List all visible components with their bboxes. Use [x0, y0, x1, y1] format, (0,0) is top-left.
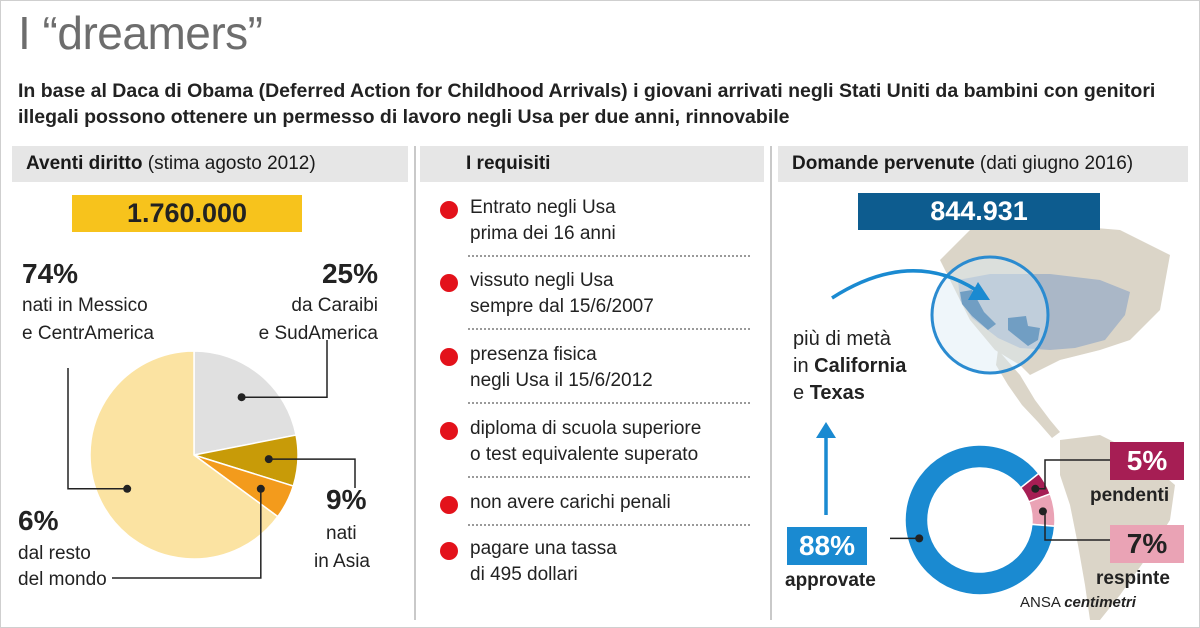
requirement-line1: Entrato negli Usa [470, 197, 616, 218]
pie-leader-line [67, 368, 128, 490]
requirement-separator [468, 328, 750, 330]
pie-label-mexico-line1: nati in Messico [22, 295, 148, 316]
map-note: più di metà in California e Texas [793, 326, 906, 407]
section-head-eligible: Aventi diritto (stima agosto 2012) [12, 146, 408, 182]
pie-label-carib-line1: da Caraibi [291, 295, 378, 316]
texas-shape [1008, 316, 1040, 346]
pie-leader-dot [264, 455, 273, 464]
requirement-text: vissuto negli Usa sempre dal 15/6/2007 [470, 268, 654, 320]
requirement-separator [468, 524, 750, 526]
applications-total: 844.931 [858, 193, 1100, 230]
page-subtitle: In base al Daca di Obama (Deferred Actio… [18, 80, 1156, 128]
donut-leader-dot [1031, 484, 1040, 493]
map-note-line1: più di metà [793, 328, 891, 350]
rejected-label: respinte [1096, 568, 1170, 589]
requirement-line2: negli Usa il 15/6/2012 [470, 370, 653, 391]
map-highlight-circle [930, 255, 1050, 375]
requirement-text: diploma di scuola superiore o test equiva… [470, 416, 701, 468]
requirement-separator [468, 476, 750, 478]
section-head-eligible-rest: (stima agosto 2012) [142, 153, 316, 174]
pie-label-asia-pct: 9% [326, 484, 367, 515]
pending-pct-badge: 5% [1110, 442, 1184, 480]
map-note-line2: in California [793, 353, 906, 380]
requirement-separator [468, 255, 750, 257]
approved-label: approvate [785, 570, 876, 591]
pie-label-asia-line2: in Asia [314, 551, 370, 572]
requirement-line1: non avere carichi penali [470, 492, 671, 513]
requirement-text: Entrato negli Usa prima dei 16 anni [470, 195, 616, 247]
requirement-text: presenza fisica negli Usa il 15/6/2012 [470, 342, 653, 394]
map-note-line3: e Texas [793, 380, 906, 407]
requirement-line2: sempre dal 15/6/2007 [470, 296, 654, 317]
americas-map [930, 225, 1175, 620]
section-head-applications-rest: (dati giugno 2016) [974, 153, 1134, 174]
section-head-applications-bold: Domande pervenute [792, 153, 975, 174]
bullet-dot-icon [440, 348, 458, 366]
section-head-applications: Domande pervenute (dati giugno 2016) [778, 146, 1188, 182]
applications-donut-chart [890, 444, 1110, 596]
pie-slice-caribbean [193, 350, 297, 456]
rejected-pct-badge: 7% [1110, 525, 1184, 563]
requirement-line2: prima dei 16 anni [470, 223, 616, 244]
pie-label-rest-line1: dal resto [18, 543, 91, 564]
pie-label-mexico-pct: 74% [22, 258, 79, 289]
bullet-dot-icon [440, 422, 458, 440]
bullet-dot-icon [440, 201, 458, 219]
requirement-line1: presenza fisica [470, 344, 597, 365]
map-note-texas: Texas [809, 382, 865, 404]
credit: ANSA centimetri [1020, 594, 1136, 611]
column-divider-2 [770, 146, 772, 620]
pie-label-asia-line1: nati [326, 523, 357, 544]
eligible-total: 1.760.000 [72, 195, 302, 232]
pie-label-carib-line2: e SudAmerica [258, 323, 378, 344]
map-note-california: California [814, 355, 907, 377]
pie-leader-dot [237, 393, 246, 402]
credit-centimetri: centimetri [1064, 594, 1136, 611]
bullet-dot-icon [440, 496, 458, 514]
section-head-requirements-bold: I requisiti [466, 153, 551, 174]
central-america-shape [996, 350, 1060, 438]
requirement-line1: vissuto negli Usa [470, 270, 614, 291]
bullet-dot-icon [440, 542, 458, 560]
pie-label-carib-pct: 25% [321, 258, 378, 289]
requirement-text: pagare una tassa di 495 dollari [470, 536, 617, 588]
requirement-line1: diploma di scuola superiore [470, 418, 702, 439]
map-arrows [816, 269, 990, 515]
map-note-line3-pre: e [793, 382, 810, 404]
up-arrow-head [816, 422, 836, 438]
column-divider-1 [414, 146, 416, 620]
pie-leader-line [268, 458, 356, 488]
pie-label-mexico-line2: e CentrAmerica [22, 323, 154, 344]
pie-leader-dot [123, 484, 132, 493]
pie-leader-line [241, 340, 328, 398]
section-head-eligible-bold: Aventi diritto [26, 153, 143, 174]
donut-slice-approved [904, 444, 1056, 596]
donut-leader-pending [1035, 459, 1110, 490]
pie-label-rest-line2: del mondo [18, 569, 107, 590]
requirement-text: non avere carichi penali [470, 490, 671, 516]
map-curved-arrow [831, 269, 977, 300]
approved-pct-badge: 88% [787, 527, 867, 565]
requirement-line1: pagare una tassa [470, 538, 617, 559]
donut-leader-dot [915, 534, 924, 543]
bullet-dot-icon [440, 274, 458, 292]
pie-slice-mexico [89, 350, 279, 560]
credit-ansa: ANSA [1020, 594, 1061, 611]
pending-label: pendenti [1090, 485, 1170, 506]
pie-label-rest-pct: 6% [18, 505, 59, 536]
map-note-line2-pre: in [793, 355, 815, 377]
requirement-line2: di 495 dollari [470, 564, 578, 585]
donut-leader-dot [1038, 507, 1047, 516]
section-head-requirements: I requisiti [420, 146, 764, 182]
map-curved-arrow-head [968, 282, 990, 300]
pie-leader-dot [256, 484, 265, 493]
page-title: I “dreamers” [18, 7, 263, 59]
requirement-separator [468, 402, 750, 404]
eligible-pie-chart [67, 340, 356, 579]
requirement-line2: o test equivalente superato [470, 444, 699, 465]
usa-shape [958, 274, 1130, 350]
pie-leader-line [112, 488, 262, 579]
